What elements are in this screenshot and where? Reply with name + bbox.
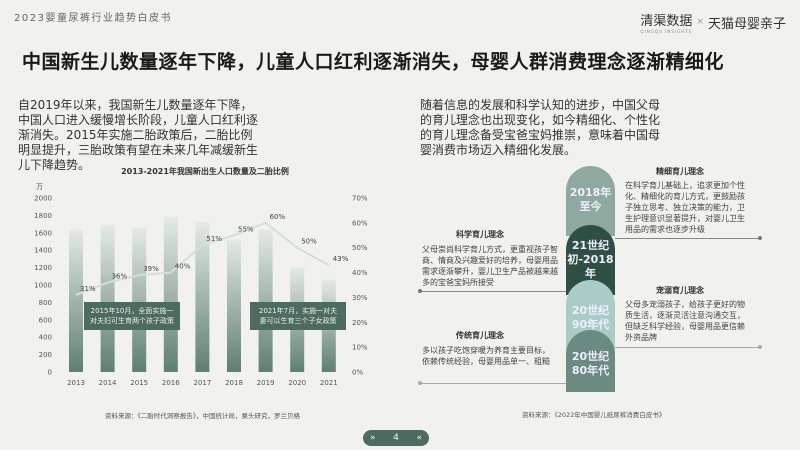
item-text-scientific: 父母崇尚科学育儿方式，更重视孩子智商、情商及兴趣爱好的培养，母婴用品需求逐渐攀升… <box>422 245 558 287</box>
item-title-pampered: 宠溺育儿理念 <box>656 286 704 295</box>
divider <box>420 291 566 292</box>
dot-marker <box>758 345 762 349</box>
item-title-refined: 精细育儿理念 <box>656 167 704 176</box>
pager: » 4 « <box>363 430 429 446</box>
right-paragraph: 随着信息的发展和科学认知的进步，中国父母的育儿理念也出现变化，如今精细化、个性化… <box>420 98 661 157</box>
item-text-pampered: 父母多宠溺孩子，给孩子更好的物质生活，逐渐灵活注意沟通交互，但缺乏科学经验，母婴… <box>625 300 745 342</box>
annotation-2021: 2021年7月，实施一对夫妻可以生育三个子女政策 <box>250 302 346 330</box>
item-title-traditional: 传统育儿理念 <box>456 331 504 340</box>
x-tick-label: 2018 <box>225 379 243 387</box>
bar-2014 <box>100 225 115 372</box>
y-tick-label: 1000 <box>34 282 52 290</box>
bar-2015 <box>132 228 147 372</box>
ratio-label: 60% <box>270 213 286 221</box>
logo-right: 天猫母婴亲子 <box>707 16 786 32</box>
logo-separator: × <box>696 17 704 27</box>
dot-marker <box>418 381 422 385</box>
chart-title: 2013-2021年我国新出生人口数量及二胎比例 <box>121 167 289 176</box>
item-text-traditional: 多以孩子吃饱穿暖为养育主要目标，依赖传统经验，母婴用品单一、粗糙 <box>422 346 550 366</box>
y-tick-label: 1200 <box>34 264 52 272</box>
y-tick-label: 200 <box>39 351 52 359</box>
x-tick-label: 2021 <box>320 379 338 387</box>
divider <box>420 383 566 384</box>
dot-marker <box>758 236 762 240</box>
bar-2017 <box>195 222 210 372</box>
y2-tick-label: 50% <box>352 244 368 252</box>
x-tick-label: 2016 <box>162 379 180 387</box>
y-tick-label: 600 <box>39 316 52 324</box>
bar-2019 <box>258 229 273 372</box>
y-tick-label: 1600 <box>34 229 52 237</box>
bar-2018 <box>227 239 241 372</box>
y-axis-unit: 万 <box>36 183 43 191</box>
dot-marker <box>418 289 422 293</box>
y-tick-label: 1800 <box>34 212 52 220</box>
x-tick-label: 2019 <box>257 379 275 387</box>
stage-2018-now: 2018年至今 <box>566 166 615 236</box>
y-tick-label: 2000 <box>34 195 52 203</box>
ratio-label: 50% <box>301 238 317 246</box>
stage-21c: 21世纪初-2018年 <box>566 225 615 295</box>
page-number: 4 <box>393 433 399 443</box>
ratio-label: 36% <box>112 273 128 281</box>
y2-tick-label: 10% <box>352 344 368 352</box>
annotation-2015: 2015年10月，全面实施一对夫妇可生育两个孩子政策 <box>84 302 180 330</box>
x-tick-label: 2017 <box>193 379 211 387</box>
y-tick-label: 0 <box>48 369 52 377</box>
brand-logo: 清渠数据 QINGQU INSIGHTS × 天猫母婴亲子 <box>640 10 786 34</box>
y-tick-label: 800 <box>39 299 52 307</box>
bar-line-chart: 万 0 200 400 600 800 1000 1200 1400 1600 1800 2000 0%… <box>34 183 368 387</box>
item-text-refined: 在科学育儿基础上，追求更加个性化、精细化的育儿方式，更鼓励孩子独立思考、独立决策… <box>625 181 745 234</box>
x-tick-label: 2015 <box>130 379 148 387</box>
ratio-line <box>75 221 330 296</box>
ratio-label: 55% <box>238 225 254 233</box>
ratio-label: 39% <box>143 265 159 273</box>
left-source: 资料来源：《二胎时代洞察报告》，中国统计局，粟头研究，罗兰贝格 <box>105 412 300 420</box>
stage-80s: 20世纪80年代 <box>566 330 615 392</box>
ratio-label: 43% <box>333 255 349 263</box>
x-tick-label: 2013 <box>67 379 85 387</box>
next-page-icon[interactable]: » <box>370 433 376 443</box>
y-tick-label: 400 <box>39 334 52 342</box>
y2-tick-label: 20% <box>352 319 368 327</box>
ratio-label: 40% <box>175 263 191 271</box>
y2-tick-label: 30% <box>352 294 368 302</box>
ratio-label: 51% <box>206 235 222 243</box>
y2-tick-label: 40% <box>352 269 368 277</box>
x-tick-label: 2014 <box>99 379 117 387</box>
y2-tick-label: 0% <box>352 369 363 377</box>
y-tick-label: 1400 <box>34 247 52 255</box>
y2-tick-label: 60% <box>352 219 368 227</box>
document-title: 2023婴童尿裤行业趋势白皮书 <box>14 13 172 24</box>
prev-page-icon[interactable]: « <box>416 433 422 443</box>
logo-left: 清渠数据 QINGQU INSIGHTS <box>640 14 693 34</box>
divider <box>615 238 760 239</box>
divider <box>615 347 760 348</box>
x-tick-label: 2020 <box>288 379 306 387</box>
left-paragraph: 自2019年以来，我国新生儿数量逐年下降，中国人口进入缓慢增长阶段，儿童人口红利… <box>18 98 259 172</box>
ratio-label: 31% <box>80 285 96 293</box>
item-title-scientific: 科学育儿理念 <box>456 230 504 239</box>
right-source: 资料来源：《2022年中国婴儿纸尿裤消费白皮书》 <box>522 411 666 419</box>
bar-2016 <box>163 216 178 372</box>
y2-tick-label: 70% <box>352 195 368 203</box>
bar-2013 <box>69 229 83 372</box>
page-headline: 中国新生儿数量逐年下降，儿童人口红利逐渐消失，母婴人群消费理念逐渐精细化 <box>22 51 725 73</box>
